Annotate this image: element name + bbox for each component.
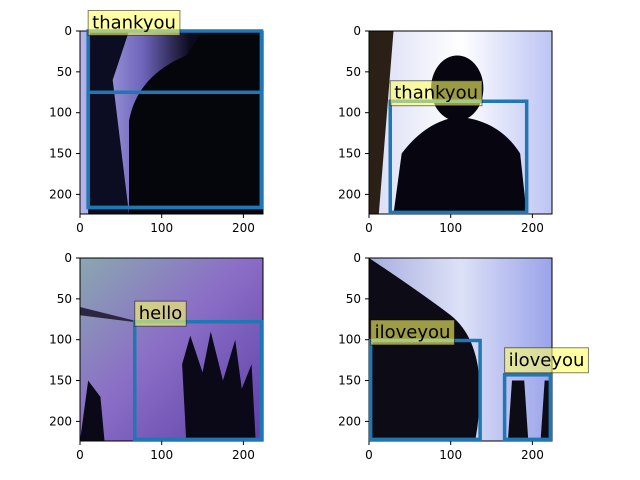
y-tick-label: 50 [346,65,361,79]
detection-label-text: thankyou [92,12,176,33]
y-tick-label: 150 [338,374,361,388]
detection-label: thankyou [87,9,181,36]
person-silhouette [129,31,263,214]
y-tick-label: 50 [57,65,72,79]
y-tick-label: 50 [57,292,72,306]
y-tick-label: 50 [346,292,361,306]
x-tick-label: 0 [76,221,84,235]
y-tick-label: 200 [338,414,361,428]
y-tick-label: 200 [49,414,72,428]
x-tick-label: 200 [521,221,544,235]
y-tick-label: 0 [353,24,361,38]
panel-top-left: 0 100 200 0 50 100 150 200 thankyou [49,9,264,235]
detection-box [132,319,264,442]
panel-bottom-right: 0 100 200 0 50 100 150 200 iloveyou iloveyou [338,251,589,462]
detection-label-bg [370,319,455,346]
x-tick-label: 200 [521,448,544,462]
x-tick-label: 200 [232,221,255,235]
y-tick-label: 100 [49,106,72,120]
y-tick-label: 0 [64,24,72,38]
detection-label-text: hello [139,303,183,324]
panel-top-right: 0 100 200 0 50 100 150 200 thankyou [338,24,553,235]
detection-label-bg [504,347,589,374]
x-tick-label: 0 [365,221,373,235]
detection-label-bg [87,9,181,36]
y-tick-label: 150 [338,147,361,161]
detection-label-text: thankyou [394,83,478,104]
y-tick-label: 150 [49,374,72,388]
y-tick-label: 100 [49,333,72,347]
y-tick-label: 150 [49,147,72,161]
x-tick-label: 100 [439,221,462,235]
x-tick-label: 0 [365,448,373,462]
x-tick-label: 200 [232,448,255,462]
detection-label: iloveyou [504,347,589,374]
panel-bottom-left: 0 100 200 0 50 100 150 200 hello [49,251,264,462]
detection-box [86,90,264,210]
detection-label-text: iloveyou [375,322,451,343]
detection-label-text: iloveyou [509,350,585,371]
second-hand [80,380,105,441]
y-tick-label: 200 [338,187,361,201]
person-shoulders [393,116,527,214]
y-tick-label: 0 [64,251,72,265]
hand-silhouette [182,331,256,441]
arm-silhouette [369,258,480,441]
x-tick-label: 100 [439,448,462,462]
x-tick-label: 100 [150,221,173,235]
person-arm [88,31,130,214]
y-tick-label: 0 [353,251,361,265]
x-tick-label: 0 [76,448,84,462]
detection-label-bg [389,80,483,107]
door-edge [369,31,394,214]
detection-label-bg [134,300,187,327]
y-tick-label: 200 [49,187,72,201]
finger-silhouette [507,380,529,441]
detection-label: hello [134,300,187,327]
y-tick-label: 100 [338,333,361,347]
x-tick-label: 100 [150,448,173,462]
pen-streak [80,307,146,324]
y-tick-label: 100 [338,106,361,120]
detection-label: iloveyou [370,319,455,346]
detection-box [502,373,553,442]
detection-label: thankyou [389,80,483,107]
